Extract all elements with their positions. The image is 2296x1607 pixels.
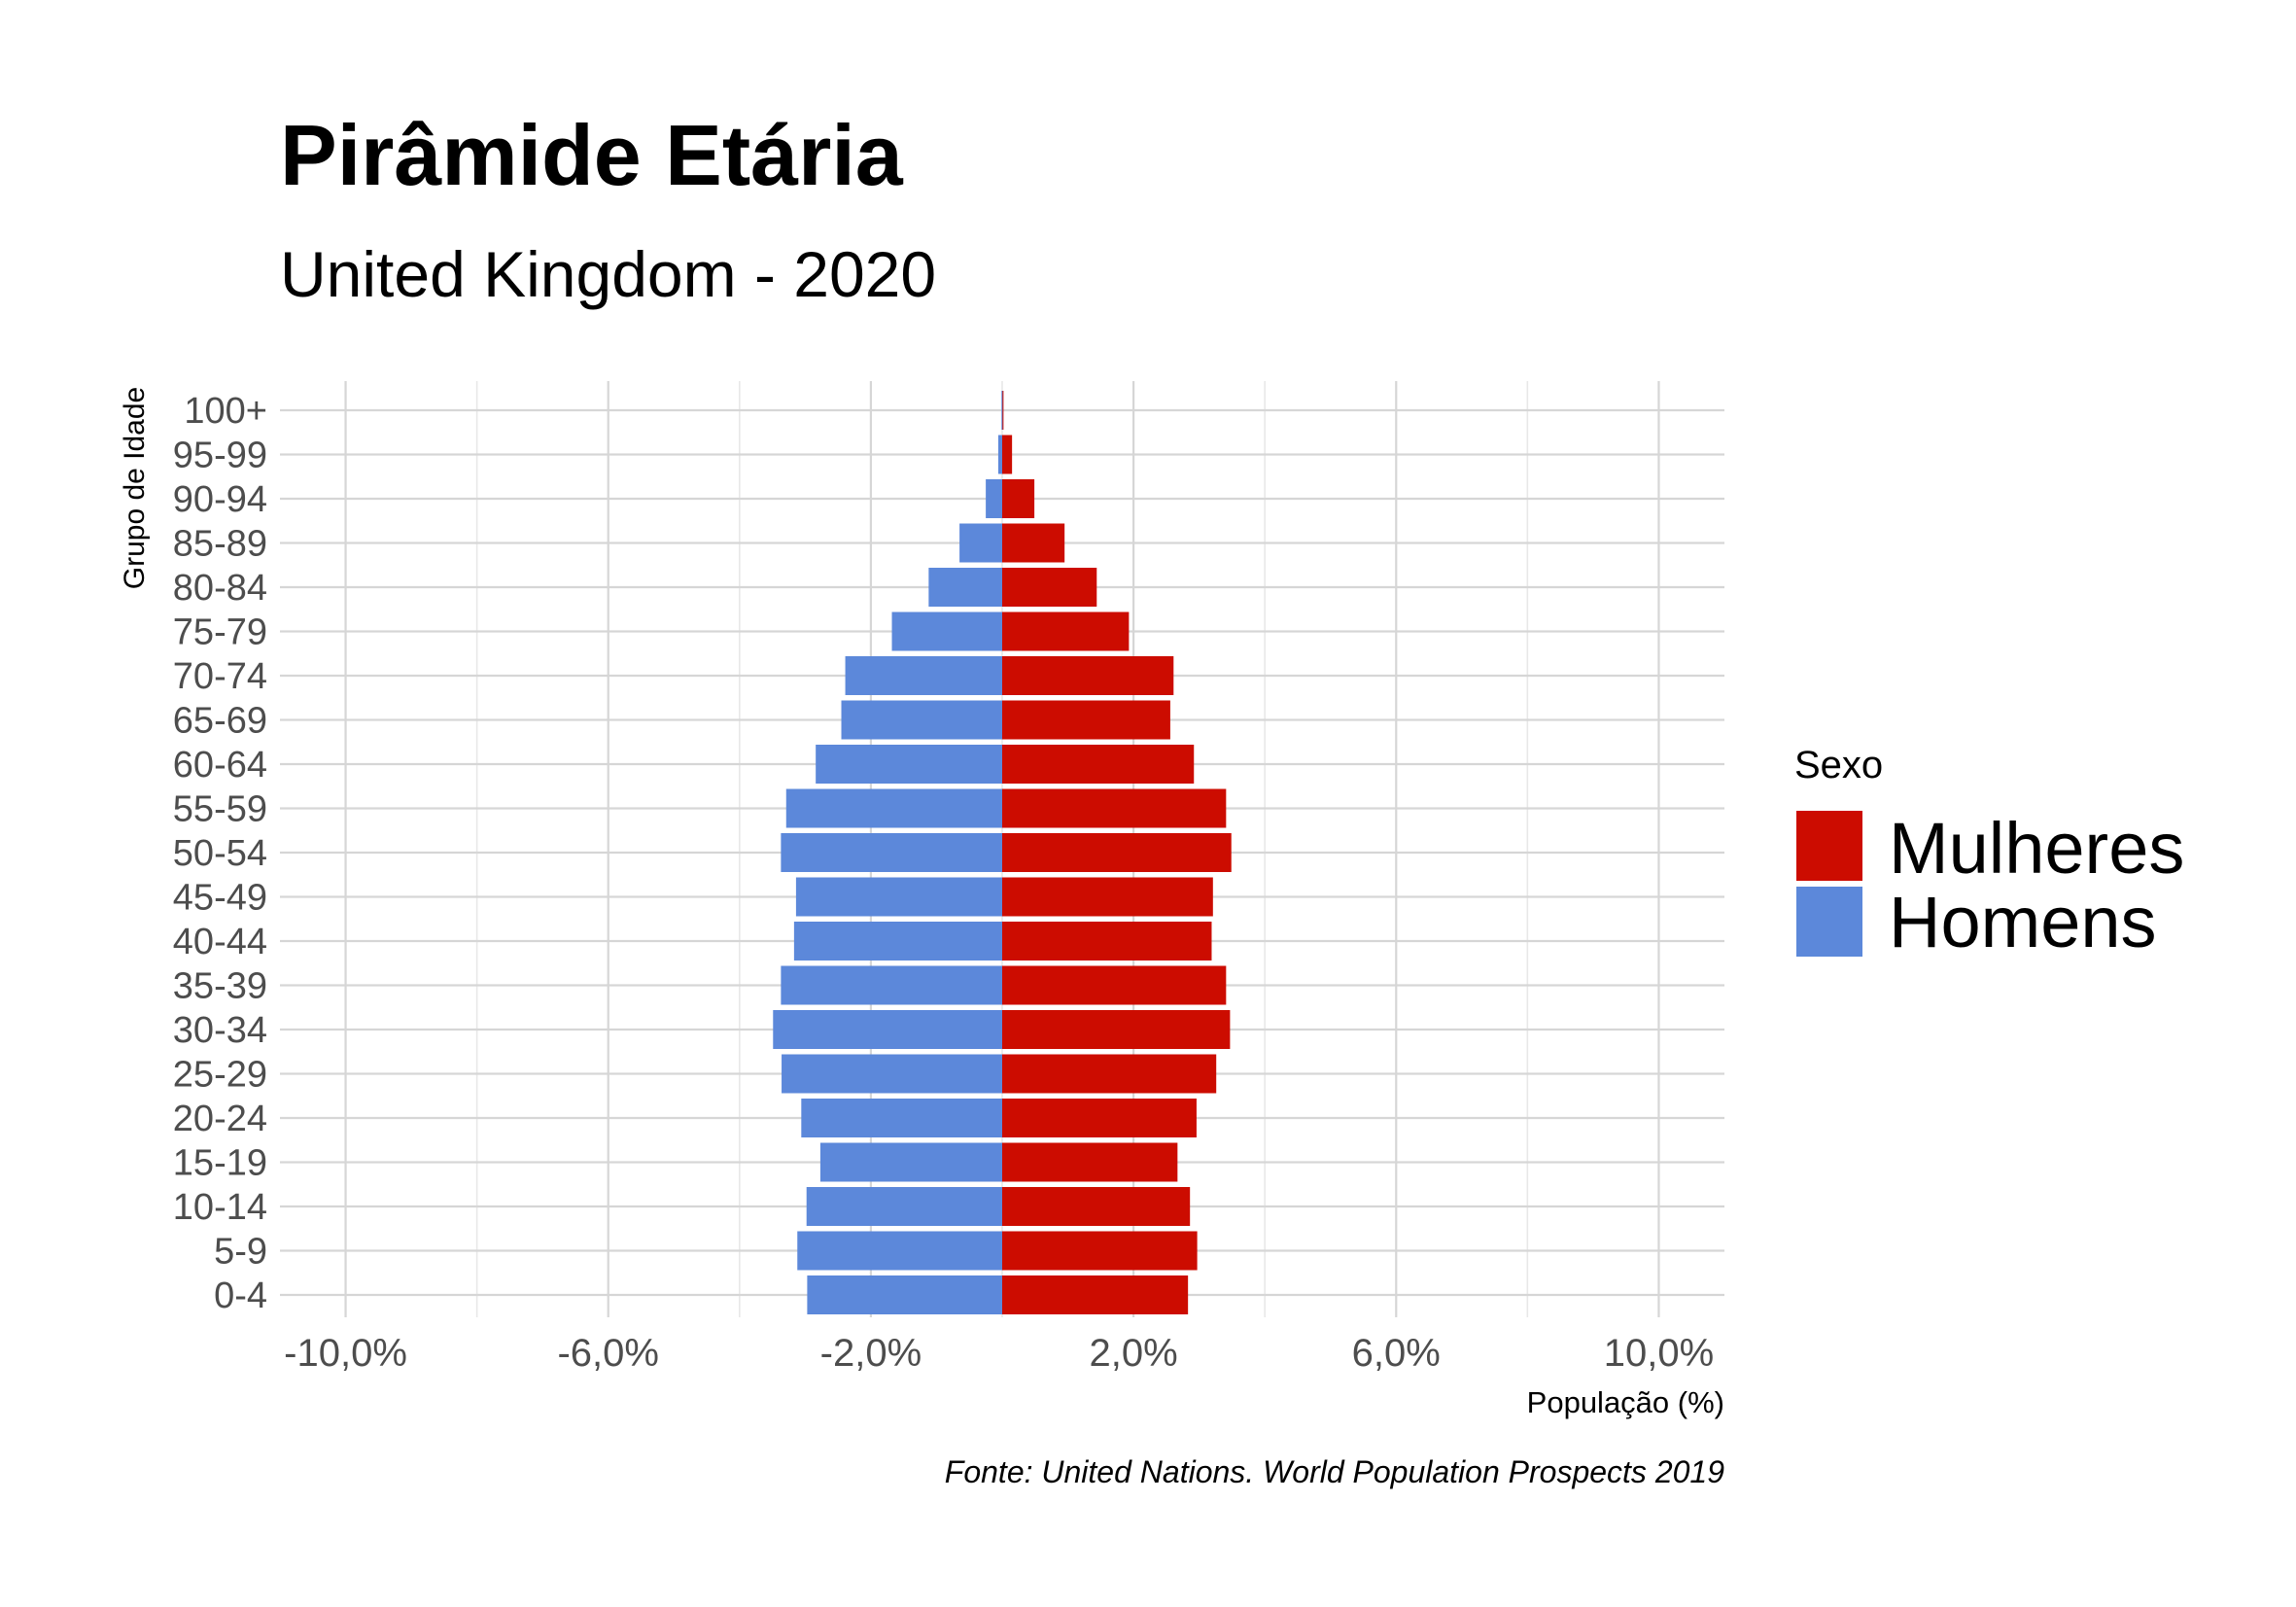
bar-homens-20-24 [801, 1099, 1002, 1137]
chart-caption: Fonte: United Nations. World Population … [945, 1454, 1724, 1489]
bar-homens-0-4 [807, 1275, 1002, 1314]
bar-homens-40-44 [793, 922, 1002, 961]
bar-mulheres-85-89 [1002, 523, 1065, 563]
y-tick-label: 25-29 [173, 1055, 267, 1096]
bar-mulheres-30-34 [1002, 1010, 1231, 1049]
y-tick-label: 15-19 [173, 1143, 267, 1184]
bar-mulheres-95-99 [1002, 435, 1013, 474]
bar-mulheres-60-64 [1002, 745, 1195, 784]
bar-mulheres-15-19 [1002, 1142, 1178, 1182]
legend-swatch-mulheres [1796, 811, 1862, 881]
bar-mulheres-100+ [1002, 391, 1004, 430]
y-tick-label: 0-4 [214, 1275, 267, 1316]
y-axis-label: Grupo de Idade [119, 387, 151, 590]
bar-homens-50-54 [781, 833, 1002, 872]
y-tick-label: 75-79 [173, 612, 267, 653]
y-tick-label: 5-9 [214, 1232, 267, 1273]
bar-homens-10-14 [806, 1187, 1002, 1226]
bar-mulheres-35-39 [1002, 965, 1227, 1005]
bar-homens-15-19 [819, 1142, 1002, 1182]
x-tick-label: 6,0% [1352, 1332, 1441, 1375]
bar-mulheres-65-69 [1002, 700, 1170, 740]
bar-homens-25-29 [782, 1054, 1002, 1094]
bar-homens-30-34 [773, 1010, 1002, 1049]
bar-homens-85-89 [959, 523, 1002, 563]
y-tick-label: 35-39 [173, 966, 267, 1007]
y-tick-label: 50-54 [173, 833, 267, 874]
bar-homens-55-59 [785, 788, 1002, 828]
bar-mulheres-50-54 [1002, 833, 1232, 872]
bar-mulheres-20-24 [1002, 1099, 1197, 1137]
bar-mulheres-40-44 [1002, 922, 1212, 961]
y-tick-label: 55-59 [173, 789, 267, 830]
bar-homens-45-49 [795, 877, 1002, 917]
bar-homens-100+ [1001, 391, 1003, 430]
bar-mulheres-25-29 [1002, 1054, 1217, 1094]
legend: Sexo Mulheres Homens [1794, 744, 2184, 962]
bar-mulheres-45-49 [1002, 877, 1213, 917]
bar-homens-35-39 [781, 965, 1002, 1005]
bar-mulheres-75-79 [1002, 611, 1130, 651]
bar-homens-75-79 [891, 611, 1002, 651]
y-tick-label: 65-69 [173, 701, 267, 742]
y-tick-label: 45-49 [173, 878, 267, 919]
x-axis-tick-labels: -10,0% -6,0% -2,0% 2,0% 6,0% 10,0% [284, 1332, 1714, 1375]
y-tick-label: 90-94 [173, 479, 267, 520]
bar-mulheres-80-84 [1002, 568, 1097, 607]
y-tick-label: 85-89 [173, 524, 267, 565]
chart-title: Pirâmide Etária [280, 107, 904, 203]
bar-mulheres-90-94 [1002, 479, 1035, 518]
bar-homens-60-64 [816, 745, 1002, 784]
bar-homens-65-69 [841, 700, 1002, 740]
x-tick-label: -6,0% [557, 1332, 659, 1375]
bar-homens-5-9 [797, 1231, 1002, 1271]
y-axis-tick-labels: 0-45-910-1415-1920-2425-2930-3435-3940-4… [173, 391, 267, 1316]
legend-label-homens: Homens [1889, 882, 2157, 962]
bar-homens-80-84 [928, 568, 1002, 607]
bar-mulheres-5-9 [1002, 1231, 1198, 1271]
x-tick-label: 2,0% [1090, 1332, 1178, 1375]
x-tick-label: 10,0% [1604, 1332, 1714, 1375]
y-tick-label: 80-84 [173, 568, 267, 609]
y-tick-label: 30-34 [173, 1010, 267, 1051]
bar-homens-95-99 [997, 435, 1002, 474]
bar-mulheres-10-14 [1002, 1187, 1191, 1226]
legend-title: Sexo [1794, 744, 1883, 786]
bar-mulheres-55-59 [1002, 788, 1227, 828]
y-tick-label: 100+ [184, 391, 267, 432]
y-tick-label: 95-99 [173, 436, 267, 476]
x-tick-label: -10,0% [284, 1332, 407, 1375]
bars [773, 391, 1232, 1314]
bar-mulheres-70-74 [1002, 656, 1174, 695]
y-tick-label: 70-74 [173, 656, 267, 697]
bar-mulheres-0-4 [1002, 1275, 1189, 1314]
bar-homens-70-74 [845, 656, 1002, 695]
legend-label-mulheres: Mulheres [1889, 808, 2184, 889]
x-axis-label: População (%) [1527, 1385, 1724, 1419]
x-tick-label: -2,0% [820, 1332, 922, 1375]
y-tick-label: 20-24 [173, 1099, 267, 1139]
bar-homens-90-94 [986, 479, 1002, 518]
y-tick-label: 40-44 [173, 922, 267, 962]
chart-subtitle: United Kingdom - 2020 [280, 238, 936, 310]
y-tick-label: 60-64 [173, 745, 267, 786]
legend-swatch-homens [1796, 887, 1862, 957]
y-tick-label: 10-14 [173, 1187, 267, 1228]
